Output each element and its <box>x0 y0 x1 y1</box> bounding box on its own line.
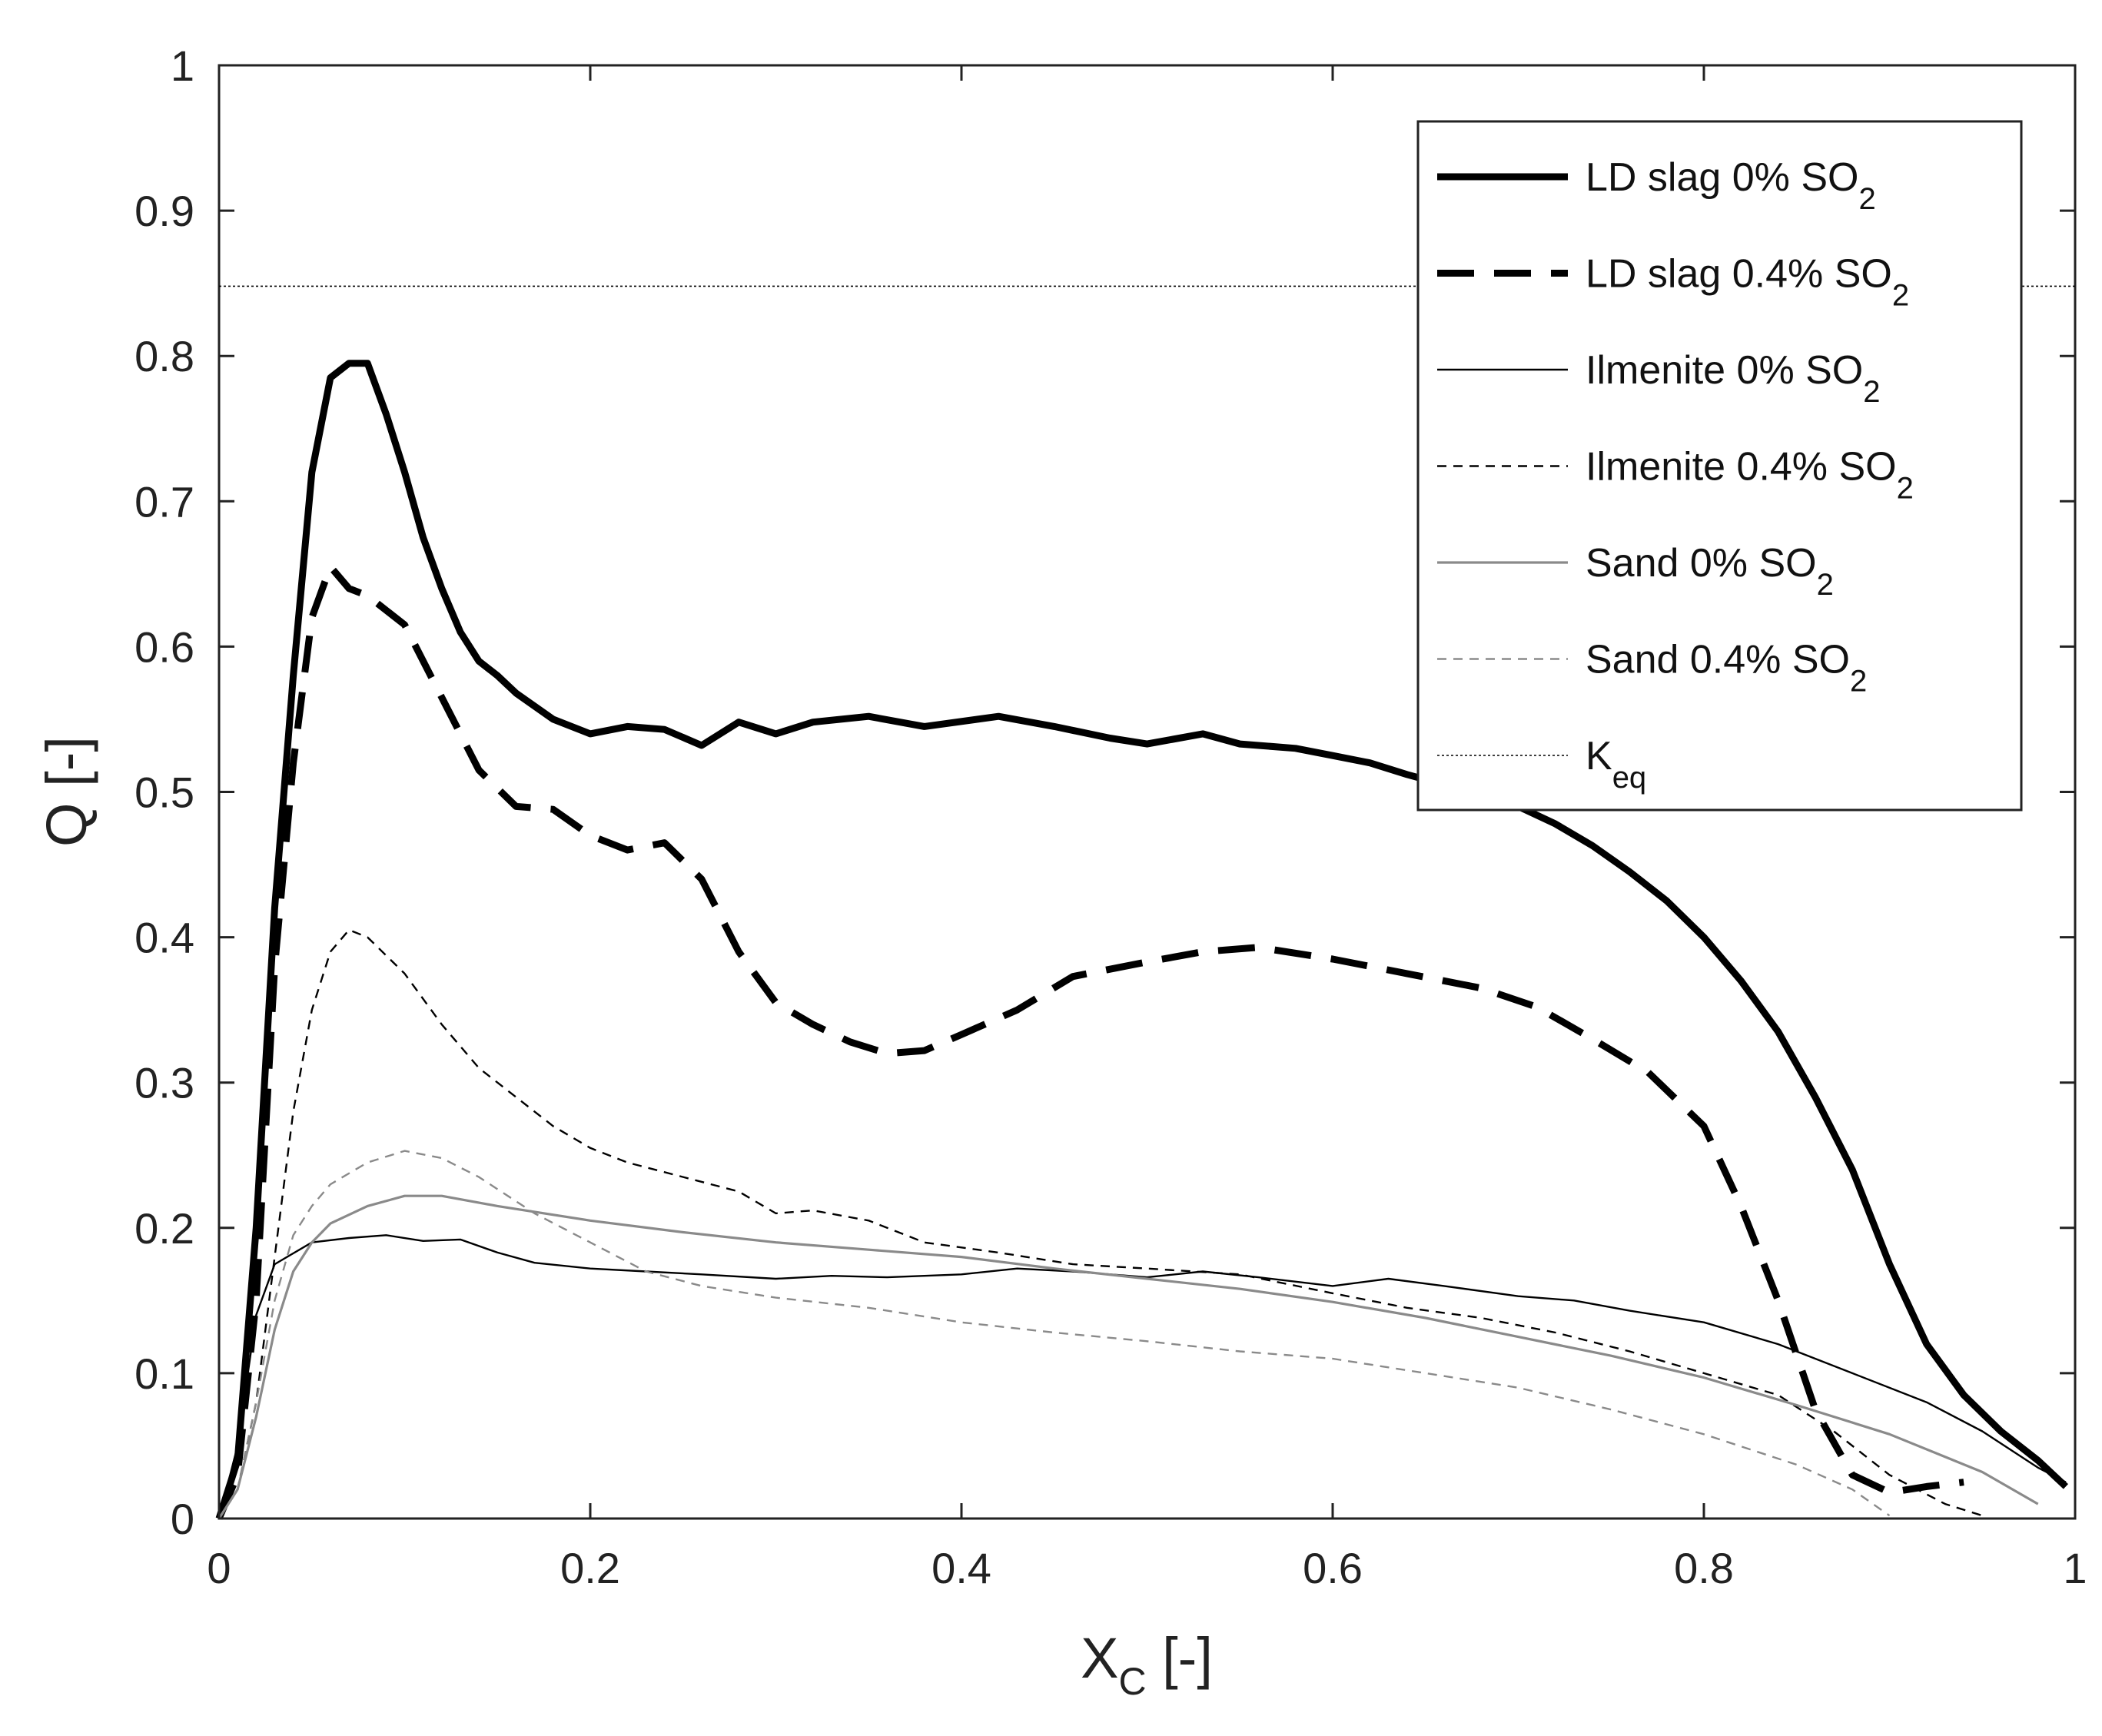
series-line-ld-slag-0pct-so2 <box>215 360 2068 1520</box>
series-line-ilmenite-0pct-so2 <box>218 1234 2067 1519</box>
legend-label: Sand 0.4% SO2 <box>1586 638 1867 699</box>
legend-entry-ilmenite-0pct-so2: Ilmenite 0% SO2 <box>1437 348 1881 409</box>
legend-entry-ld-slag-0pct-so2: LD slag 0% SO2 <box>1437 155 1876 216</box>
axis-layer: 0 0.2 0.4 0.6 0.8 1 0 0.1 0.2 0.3 0.4 0.5 0.6 0.7 0.8 0… <box>134 41 2087 1592</box>
x-axis-label: XC [-] <box>1081 1626 1213 1703</box>
x-tick-label: 0.8 <box>1674 1544 1734 1592</box>
legend-label: LD slag 0% SO2 <box>1586 155 1876 216</box>
legend-label: LD slag 0.4% SO2 <box>1586 252 1909 313</box>
y-tick-label: 1 <box>171 41 194 90</box>
legend-entry-keq: Keq <box>1437 734 1646 795</box>
y-tick-label: 0.2 <box>134 1204 194 1253</box>
y-tick-label: 0.1 <box>134 1349 194 1398</box>
series-line-ilmenite-0-4pct-so2 <box>218 928 1983 1519</box>
x-axis-label-suffix: [-] <box>1147 1626 1213 1690</box>
x-tick-label: 0.4 <box>931 1544 991 1592</box>
legend-label: Ilmenite 0% SO2 <box>1586 348 1881 409</box>
y-tick-label: 0.6 <box>134 622 194 671</box>
x-tick-label: 0.2 <box>560 1544 620 1592</box>
x-axis-label-sub: C <box>1118 1660 1146 1703</box>
x-axis-label-main: X <box>1081 1626 1118 1690</box>
legend-entry-ilmenite-0-4pct-so2: Ilmenite 0.4% SO2 <box>1437 445 1914 506</box>
y-tick-label: 0.5 <box>134 768 194 817</box>
x-tick-label: 0 <box>207 1544 231 1592</box>
legend: LD slag 0% SO2 LD slag 0.4% SO2 Ilmenite 0… <box>1416 120 2023 812</box>
series-line-ld-slag-0-4pct-so2 <box>215 563 1964 1520</box>
legend-label: Ilmenite 0.4% SO2 <box>1586 445 1914 506</box>
legend-entry-sand-0pct-so2: Sand 0% SO2 <box>1437 541 1834 602</box>
y-axis-label: Q [-] <box>35 736 98 847</box>
x-tick-label: 1 <box>2063 1544 2087 1592</box>
legend-label: Keq <box>1586 734 1646 795</box>
y-tick-label: 0.8 <box>134 332 194 380</box>
y-tick-label: 0.7 <box>134 477 194 526</box>
legend-entry-ld-slag-0-4pct-so2: LD slag 0.4% SO2 <box>1437 252 1909 313</box>
y-tick-label: 0 <box>171 1495 194 1543</box>
legend-entry-sand-0-4pct-so2: Sand 0.4% SO2 <box>1437 638 1867 699</box>
y-tick-label: 0.4 <box>134 914 194 962</box>
x-tick-label: 0.6 <box>1303 1544 1363 1592</box>
legend-label: Sand 0% SO2 <box>1586 541 1834 602</box>
y-tick-label: 0.9 <box>134 187 194 235</box>
y-tick-label: 0.3 <box>134 1059 194 1107</box>
series-line-sand-0pct-so2 <box>218 1194 2039 1519</box>
